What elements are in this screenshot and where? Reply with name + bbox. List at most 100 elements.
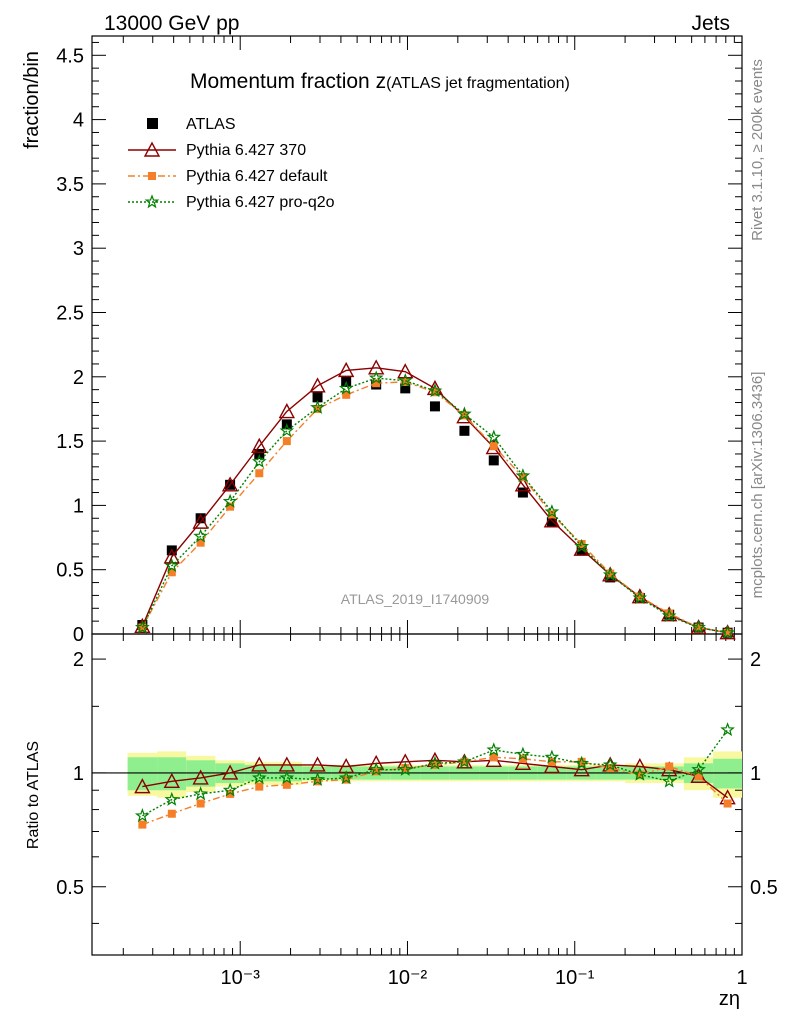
ratio-point xyxy=(368,762,384,776)
legend-marker-pyq2o xyxy=(144,194,160,209)
data-point xyxy=(632,590,648,605)
data-point xyxy=(514,476,532,492)
ratio-point xyxy=(193,786,208,801)
ratio-point xyxy=(134,808,150,823)
x-tick-label: 10⁻³ xyxy=(220,967,260,989)
data-point xyxy=(723,628,732,637)
header-category: Jets xyxy=(691,12,730,35)
data-point xyxy=(221,476,239,492)
ratio-point xyxy=(427,755,443,770)
ratio-point xyxy=(338,770,354,785)
ratio-point xyxy=(138,820,147,829)
ratio-point xyxy=(221,764,239,780)
chart-title: Momentum fraction z(ATLAS jet fragmentat… xyxy=(190,70,570,93)
data-point xyxy=(282,437,291,446)
data-point xyxy=(278,403,296,419)
data-point xyxy=(665,609,674,618)
ratio-point xyxy=(372,767,381,776)
data-point xyxy=(635,592,644,601)
data-point xyxy=(602,567,618,582)
ratio-point xyxy=(694,772,703,781)
legend-marker-pydefault xyxy=(148,172,156,180)
ratio-point xyxy=(310,771,325,786)
legend-label-py370: Pythia 6.427 370 xyxy=(186,142,306,159)
data-point xyxy=(251,437,268,453)
data-point xyxy=(193,528,208,543)
data-point xyxy=(397,372,413,387)
header-energy: 13000 GeV pp xyxy=(104,12,239,35)
data-point xyxy=(401,377,410,386)
ratio-point xyxy=(430,760,439,769)
ratio-point xyxy=(518,754,527,763)
y-tick-label: 2 xyxy=(73,367,84,389)
ratio-point xyxy=(167,809,176,818)
x-tick-label: 1 xyxy=(736,967,747,989)
data-point xyxy=(574,538,590,553)
series-line-ratio xyxy=(142,729,729,817)
ratio-point xyxy=(514,754,532,771)
data-point xyxy=(338,380,354,395)
ratio-point xyxy=(543,758,561,774)
data-point xyxy=(489,442,498,451)
data-point xyxy=(518,473,527,482)
y-tick-label: 2.5 xyxy=(56,302,84,324)
data-point xyxy=(255,469,264,478)
ratio-point xyxy=(164,791,180,806)
data-point xyxy=(576,545,587,556)
x-tick-label: 10⁻¹ xyxy=(555,967,595,989)
legend: ATLAS Pythia 6.427 370 Pythia 6.427 defa… xyxy=(128,116,335,211)
data-point xyxy=(517,487,528,498)
band-inner xyxy=(713,758,742,789)
ratio-point xyxy=(661,773,677,788)
data-point xyxy=(400,383,411,394)
data-point xyxy=(196,538,205,547)
data-point xyxy=(226,502,235,511)
ratio-point xyxy=(577,757,586,766)
ratio-point xyxy=(251,770,267,785)
ratio-point xyxy=(255,782,264,791)
ratio-panel-frame xyxy=(91,633,743,956)
y-tick-label: 3 xyxy=(73,238,84,260)
legend-marker-atlas xyxy=(147,118,158,129)
analysis-watermark: ATLAS_2019_I1740909 xyxy=(341,591,490,607)
ratio-point xyxy=(515,746,531,761)
data-point xyxy=(397,363,414,379)
data-point xyxy=(254,448,265,459)
y-tick-label: 3.5 xyxy=(56,174,84,196)
data-point xyxy=(606,569,615,578)
data-point xyxy=(573,540,590,556)
chart-title-main: Momentum fraction z xyxy=(190,70,386,93)
series xyxy=(134,359,736,829)
x-axis-label: zη xyxy=(719,988,740,1010)
ratio-point xyxy=(192,769,209,785)
ratio-point xyxy=(279,770,295,785)
legend-marker-py370 xyxy=(143,141,161,157)
ratio-y-axis-label: Ratio to ATLAS xyxy=(25,741,42,849)
data-point xyxy=(368,370,384,385)
y-axis-label: fraction/bin xyxy=(21,51,43,149)
data-point xyxy=(427,383,443,398)
rivet-label: Rivet 3.1.10, ≥ 200k events xyxy=(749,59,766,241)
y-tick-label: 0.5 xyxy=(56,560,84,582)
data-point xyxy=(195,513,206,524)
ratio-point xyxy=(401,764,410,773)
mcplots-label: mcplots.cern.ch [arXiv:1306.3436] xyxy=(749,372,766,599)
data-point xyxy=(543,512,561,528)
ratio-point xyxy=(309,756,326,772)
data-point xyxy=(460,411,469,420)
axes: 0 0.5 1 1.5 2 2.5 3 3.5 4 4.5 0.5 0.5 1 1 2 2 10⁻³ 10⁻² 10… xyxy=(56,36,778,989)
data-point xyxy=(546,517,557,528)
ratio-point xyxy=(573,761,590,777)
data-point xyxy=(661,608,677,623)
data-point xyxy=(164,558,180,573)
data-point xyxy=(134,619,150,634)
ratio-point xyxy=(163,772,180,789)
y-tick-label: 4 xyxy=(73,110,84,132)
data-point xyxy=(312,392,323,403)
data-point xyxy=(309,377,326,393)
ratio-point xyxy=(342,775,351,784)
ratio-point xyxy=(691,762,706,776)
ratio-point xyxy=(665,762,674,771)
ratio-point xyxy=(723,799,732,808)
ratio-point xyxy=(632,766,648,781)
